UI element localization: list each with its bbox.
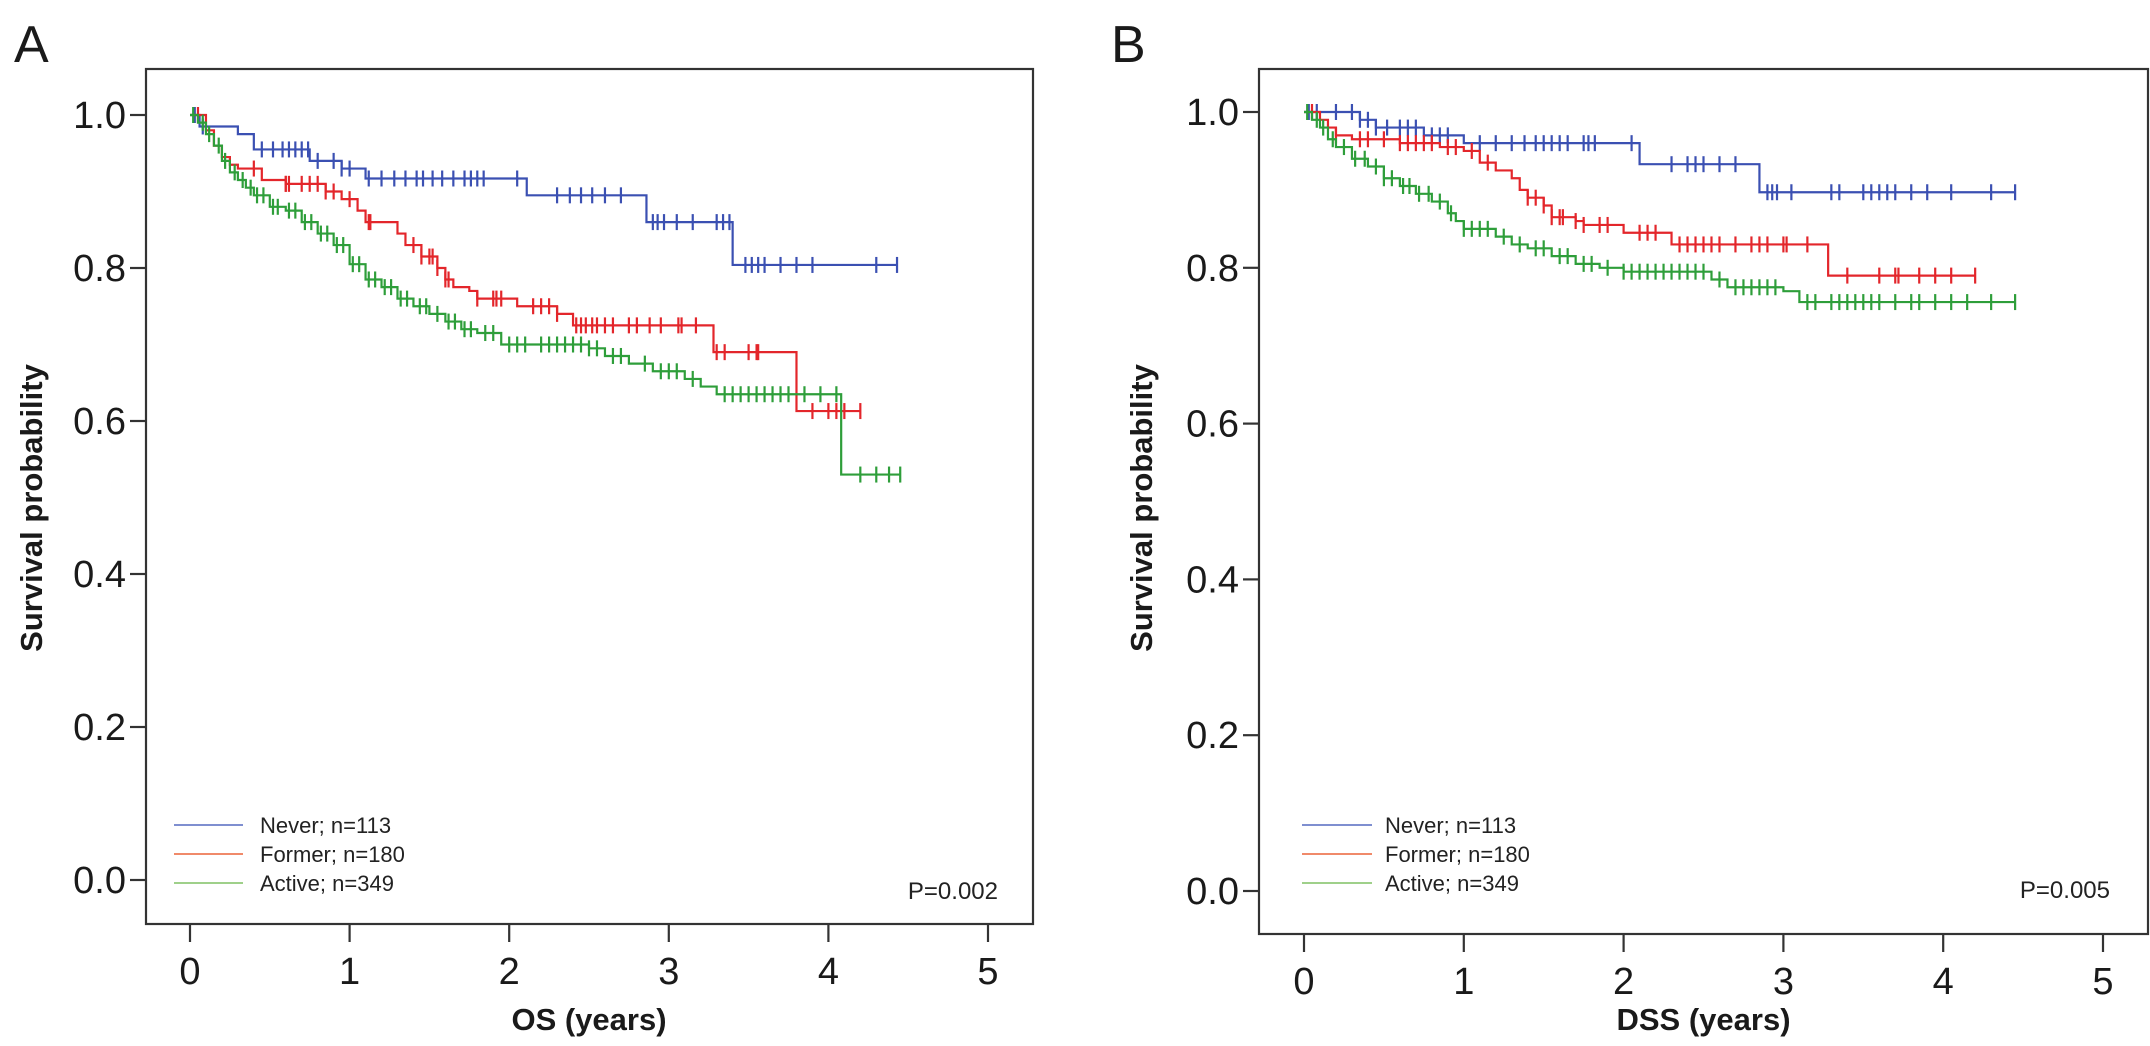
y-tick-label: 0.8 (1186, 248, 1239, 290)
y-tick-label: 0.6 (1186, 404, 1239, 446)
x-tick-label: 1 (1453, 961, 1474, 1003)
y-axis-title: Survival probability (14, 363, 49, 651)
survival-curve (190, 113, 898, 267)
km-series-former (190, 107, 862, 420)
panel-label: A (14, 16, 49, 74)
chart-panel-b: B 0.0 0.2 0.4 0.6 0.8 1.0 0 1 2 3 4 5 DSS (years) Surv… (1111, 16, 2150, 1037)
survival-curve (190, 113, 901, 476)
x-tick-label: 5 (977, 951, 998, 993)
p-value: P=0.005 (2020, 877, 2110, 904)
x-tick-label: 0 (1293, 961, 1314, 1003)
survival-curve (1304, 110, 2016, 194)
legend-label: Never; n=113 (1385, 813, 1516, 838)
y-tick-label: 1.0 (1186, 92, 1239, 134)
panel-label: B (1111, 16, 1146, 74)
chart-panel-a: A 0.0 0.2 0.4 0.6 0.8 1.0 0 1 2 3 4 5 OS (years) Survi… (14, 16, 1035, 1037)
y-tick-label: 0.6 (73, 401, 126, 443)
km-series-active (1304, 104, 2017, 311)
y-tick-label: 0.0 (1186, 871, 1239, 913)
x-axis-title: DSS (years) (1616, 1002, 1790, 1037)
x-tick-label: 3 (658, 951, 679, 993)
km-series-never (1304, 104, 2017, 201)
x-tick-label: 2 (1613, 961, 1634, 1003)
survival-curve (1304, 110, 2016, 304)
x-tick-label: 1 (339, 951, 360, 993)
legend-label: Former; n=180 (1385, 842, 1530, 867)
survival-curve (190, 113, 861, 413)
survival-curve (1304, 110, 1976, 277)
km-series-former (1304, 104, 1977, 284)
legend-label: Active; n=349 (1385, 871, 1519, 896)
y-tick-label: 0.4 (73, 554, 126, 596)
plot-frame (1257, 67, 2150, 936)
y-tick-label: 0.4 (1186, 559, 1239, 601)
x-axis-title: OS (years) (511, 1002, 666, 1037)
y-tick-label: 1.0 (73, 95, 126, 137)
x-tick-label: 2 (499, 951, 520, 993)
legend-label: Active; n=349 (260, 871, 394, 896)
plot-frame (144, 67, 1035, 926)
y-tick-label: 0.0 (73, 860, 126, 902)
y-tick-label: 0.2 (73, 707, 126, 749)
x-tick-label: 4 (1933, 961, 1954, 1003)
km-series-active (190, 107, 902, 483)
x-tick-label: 3 (1773, 961, 1794, 1003)
y-tick-label: 0.8 (73, 248, 126, 290)
x-tick-label: 0 (179, 951, 200, 993)
km-series-never (190, 107, 899, 273)
y-axis-title: Survival probability (1124, 363, 1159, 651)
x-tick-label: 4 (818, 951, 839, 993)
x-tick-label: 5 (2092, 961, 2113, 1003)
legend-label: Former; n=180 (260, 842, 405, 867)
p-value: P=0.002 (908, 878, 998, 905)
y-tick-label: 0.2 (1186, 715, 1239, 757)
legend-label: Never; n=113 (260, 813, 391, 838)
